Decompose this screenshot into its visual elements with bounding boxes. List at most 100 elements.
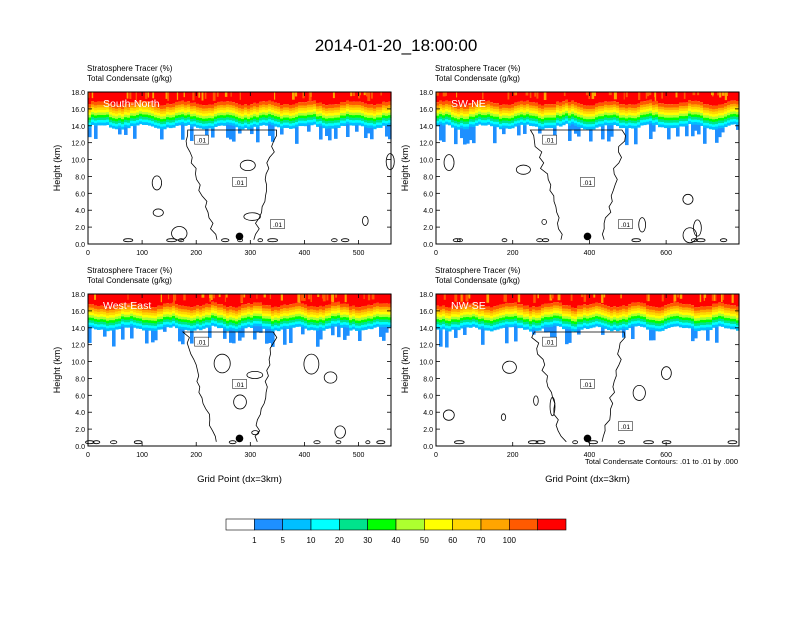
tracer-band (652, 306, 656, 311)
tracer-band (493, 306, 497, 310)
tracer-band-100 (358, 294, 362, 308)
tracer-band-100 (445, 92, 449, 101)
tracer-band (523, 110, 527, 114)
tracer-band-100 (220, 92, 224, 102)
tracer-band-100 (208, 92, 212, 105)
tracer-streak (209, 294, 211, 302)
tracer-band (322, 327, 326, 331)
tracer-band (625, 314, 629, 318)
tracer-band (586, 126, 590, 130)
tracer-band (163, 121, 167, 125)
tracer-band (523, 316, 527, 320)
tracer-band (487, 111, 491, 115)
tracer-band (295, 321, 299, 325)
tracer-band (97, 324, 101, 328)
tracer-band (691, 316, 695, 319)
tracer-band (163, 303, 167, 308)
tracer-band (709, 327, 713, 331)
tracer-band (247, 316, 251, 320)
tracer-band (166, 321, 170, 325)
tracer-band (568, 316, 572, 320)
tracer-band (709, 306, 713, 310)
tracer-band (613, 314, 617, 318)
tracer-band (160, 126, 164, 130)
tracer-band (145, 109, 149, 113)
tracer-band (304, 313, 308, 317)
tracer-band (205, 123, 209, 127)
tracer-band (103, 107, 107, 111)
tracer-band (679, 108, 683, 112)
tracer-band (160, 305, 164, 310)
tracer-band (442, 115, 446, 119)
tracer-band (364, 316, 368, 320)
tracer-streak (465, 294, 469, 302)
tracer-band (214, 106, 218, 110)
tracer-band (322, 306, 326, 311)
tracer-band (541, 315, 545, 319)
tracer-band-100 (676, 92, 680, 105)
tracer-band (103, 306, 107, 310)
tracer-band (259, 302, 263, 307)
tracer-band (601, 310, 605, 313)
tracer-band (205, 105, 209, 109)
tracer-band (142, 327, 146, 331)
tracer-band (598, 303, 602, 307)
tracer-band (589, 322, 593, 326)
tracer-band (586, 119, 590, 123)
tracer-band (106, 119, 110, 123)
tracer-band (355, 101, 359, 106)
contour-line-small (502, 360, 517, 374)
tracer-band-5 (454, 128, 458, 145)
tracer-band (700, 123, 704, 127)
tracer-band (253, 102, 257, 107)
tracer-band-5 (481, 328, 485, 345)
tracer-band (733, 108, 737, 112)
tracer-band (205, 121, 209, 124)
tracer-band (673, 112, 677, 116)
tracer-band (463, 126, 467, 130)
tracer-band (274, 312, 278, 316)
tracer-band (646, 103, 650, 107)
tracer-band (127, 117, 131, 121)
tracer-band (157, 123, 161, 127)
tracer-band (490, 115, 494, 119)
tracer-band (133, 120, 137, 124)
tracer-band (142, 114, 146, 118)
tracer-band (184, 306, 188, 310)
tracer-band (598, 321, 602, 325)
tracer-band (637, 122, 641, 126)
tracer-band (439, 319, 443, 323)
tracer-band (196, 117, 200, 121)
tracer-band (163, 324, 167, 328)
tracer-band (535, 123, 539, 127)
tracer-band (484, 110, 488, 113)
x-tick-label: 200 (190, 452, 202, 459)
tracer-band (202, 108, 206, 112)
tracer-band (619, 117, 623, 121)
tracer-band (145, 312, 149, 316)
tracer-band (736, 320, 740, 324)
tracer-band (256, 321, 260, 324)
tracer-band (505, 104, 509, 109)
tracer-band (601, 322, 605, 326)
tracer-band (694, 320, 698, 324)
tracer-band (490, 323, 494, 327)
tracer-streak (363, 92, 366, 96)
tracer-band (148, 322, 152, 326)
tracer-band (508, 324, 512, 328)
tracer-band (709, 324, 713, 328)
tracer-band (592, 118, 596, 122)
tracer-band (274, 116, 278, 120)
tracer-band (538, 310, 542, 313)
y-axis-label: Height (km) (52, 347, 62, 394)
tracer-band (604, 114, 608, 118)
tracer-band (667, 315, 671, 318)
tracer-band (334, 117, 338, 121)
tracer-band (217, 112, 221, 116)
tracer-band (289, 123, 293, 127)
tracer-band (373, 309, 377, 313)
y-tick-label: 12.0 (419, 141, 433, 148)
tracer-band (244, 110, 248, 113)
tracer-band (673, 104, 677, 108)
tracer-band (490, 320, 494, 324)
